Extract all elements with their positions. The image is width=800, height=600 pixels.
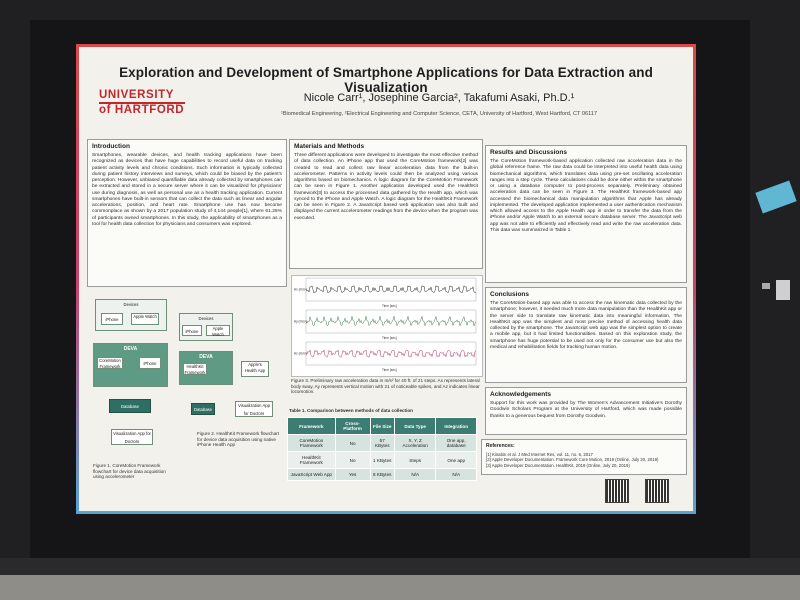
poster-affiliation: ¹Biomedical Engineering, ²Electrical Eng… [280, 111, 598, 117]
table-cell: N/A [393, 468, 437, 481]
table-header-3: Data Type [393, 417, 437, 435]
plot-xlabel: Time [sec] [382, 336, 397, 340]
methods-heading: Materials and Methods [294, 143, 365, 150]
figure3-caption: Figure 3. Preliminary raw acceleration d… [291, 378, 480, 395]
flow2-database: Database [191, 403, 215, 415]
flow1-applewatch: Apple Watch [131, 313, 159, 325]
plot-panel: Az (m/s²) Time [sec] [294, 341, 477, 372]
figure3-plots: Ax (m/s²) Time [sec] Ay (m/s²) Time [sec] Az… [291, 275, 483, 377]
flow2-viz: Visualization App for Doctors [235, 401, 273, 417]
table-cell: Yes [334, 468, 371, 481]
flow1-coremotion: CoreMotion Framework [97, 357, 123, 369]
table-row: HealthKit Framework No 1 KBytes Steps One ap… [287, 451, 477, 469]
plot-trace [305, 315, 477, 328]
flow1-iphone: iPhone [101, 313, 123, 325]
table-cell: Steps [393, 451, 437, 469]
table-cell: 8 KBytes [369, 468, 395, 481]
table-cell: One app [435, 451, 477, 469]
figure1-caption: Figure 1. CoreMotion Framework flowchart… [93, 463, 166, 480]
results-section: Results and Discussions The CoreMotion f… [485, 145, 687, 283]
table-cell: JavaScript Web App [287, 468, 336, 481]
table-cell: CoreMotion Framework [287, 434, 336, 452]
ack-heading: Acknowledgements [490, 391, 552, 398]
plot-xlabel: Time [sec] [382, 304, 397, 308]
ack-section: Acknowledgements Support for this work w… [485, 387, 687, 435]
table-header-row: Framework Cross-Platform File Size Data Typ… [287, 417, 477, 435]
table-row: JavaScript Web App Yes 8 KBytes N/A N/A [287, 468, 477, 481]
plot-panel: Ax (m/s²) Time [sec] [294, 277, 477, 308]
reference-item: [2] Apple Developer Documentation. Frame… [486, 457, 659, 463]
intro-section: Introduction Smartphones, wearable devic… [87, 139, 287, 287]
intro-heading: Introduction [92, 143, 130, 150]
plot-axis-label: Ax (m/s²) [294, 288, 307, 292]
ack-text: Support for this work was provided by Th… [490, 401, 682, 419]
plot-trace [305, 349, 477, 358]
poster-title: Exploration and Development of Smartphon… [119, 65, 653, 95]
flow1-iphone-inner: iPhone [139, 357, 161, 369]
results-text: The CoreMotion framework-based applicati… [490, 159, 682, 233]
flow2-iphone: iPhone [182, 325, 202, 336]
university-logo: UNIVERSITY of HARTFORD [99, 89, 189, 116]
intro-text: Smartphones, wearable devices, and healt… [92, 153, 282, 227]
logo-bar [99, 102, 185, 104]
table-caption: Table 1. Comparison between methods of d… [289, 408, 413, 413]
figure2-caption: Figure 2. HealthKit Framework flowchart … [197, 431, 279, 448]
table-cell: HealthKit Framework [287, 451, 336, 469]
table-header-4: Integration [435, 417, 477, 435]
plot-axis-label: Az (m/s²) [294, 352, 307, 356]
flow1-database: Database [109, 399, 151, 413]
poster: Exploration and Development of Smartphon… [76, 44, 696, 514]
conclusions-heading: Conclusions [490, 291, 530, 298]
table-header-1: Cross-Platform [334, 417, 371, 435]
table-cell: No [334, 451, 371, 469]
figure2-flowchart: Devices iPhone Apple Watch DEVA HealthKi… [179, 313, 279, 423]
plot-panel: Ay (m/s²) Time [sec] [294, 309, 477, 340]
table-cell: 57 KBytes [369, 434, 395, 452]
table-cell: X, Y, Z Acceleration [393, 434, 437, 452]
references-heading: References: [486, 443, 515, 449]
flow1-viz: Visualization App for Doctors [111, 429, 153, 445]
plot-frame [305, 309, 477, 334]
reference-item: [3] Apple Developer Documentation. Healt… [486, 462, 630, 468]
table-cell: 1 KBytes [369, 451, 395, 469]
qr-code-right [645, 479, 669, 503]
qr-code-left [605, 479, 629, 503]
plot-axis-label: Ay (m/s²) [294, 320, 307, 324]
logo-line2: of HARTFORD [99, 104, 185, 116]
reference-item: [1] Kinabin et al. J Med Internet Res, v… [486, 452, 593, 457]
conclusions-section: Conclusions The CoreMotion-based app was… [485, 287, 687, 383]
flow2-applewatch: Apple Watch [206, 325, 230, 337]
table-row: CoreMotion Framework No 57 KBytes X, Y, Z A… [287, 434, 477, 452]
floor-strip [0, 575, 800, 600]
flow2-healthkit: HealthKit Framework [183, 363, 207, 375]
table-cell: N/A [435, 468, 477, 481]
results-heading: Results and Discussions [490, 149, 567, 156]
table-cell: No [334, 434, 371, 452]
logo-line1: UNIVERSITY [99, 89, 175, 101]
figure1-flowchart: Devices iPhone Apple Watch DEVA CoreMoti… [93, 299, 168, 455]
table-header-0: Framework [287, 417, 336, 435]
methods-text: Three different applications were develo… [294, 153, 478, 221]
table-header-2: File Size [369, 417, 395, 435]
methods-section: Materials and Methods Three different ap… [289, 139, 483, 269]
wall-tag [776, 280, 790, 300]
plot-xlabel: Time [sec] [382, 368, 397, 372]
comparison-table: Framework Cross-Platform File Size Data Typ… [287, 417, 477, 481]
plot-frame [305, 277, 477, 302]
acceleration-plots: Ax (m/s²)Time [sec]Ay (m/s²)Time [sec]Az… [294, 277, 477, 372]
table-cell: One app, database [435, 434, 477, 452]
plot-trace [305, 284, 477, 294]
conclusions-text: The CoreMotion-based app was able to acc… [490, 301, 682, 350]
references-list: [1] Kinabin et al. J Med Internet Res, v… [486, 452, 682, 468]
flow2-applehealth: Apple's Health App [241, 361, 269, 377]
poster-authors: Nicole Carr¹, Josephine Garcia², Takafum… [303, 92, 575, 104]
wall-tag-small [762, 283, 770, 289]
references-section: References: [1] Kinabin et al. J Med Int… [481, 439, 687, 475]
table-body: CoreMotion Framework No 57 KBytes X, Y, Z A… [287, 434, 477, 481]
